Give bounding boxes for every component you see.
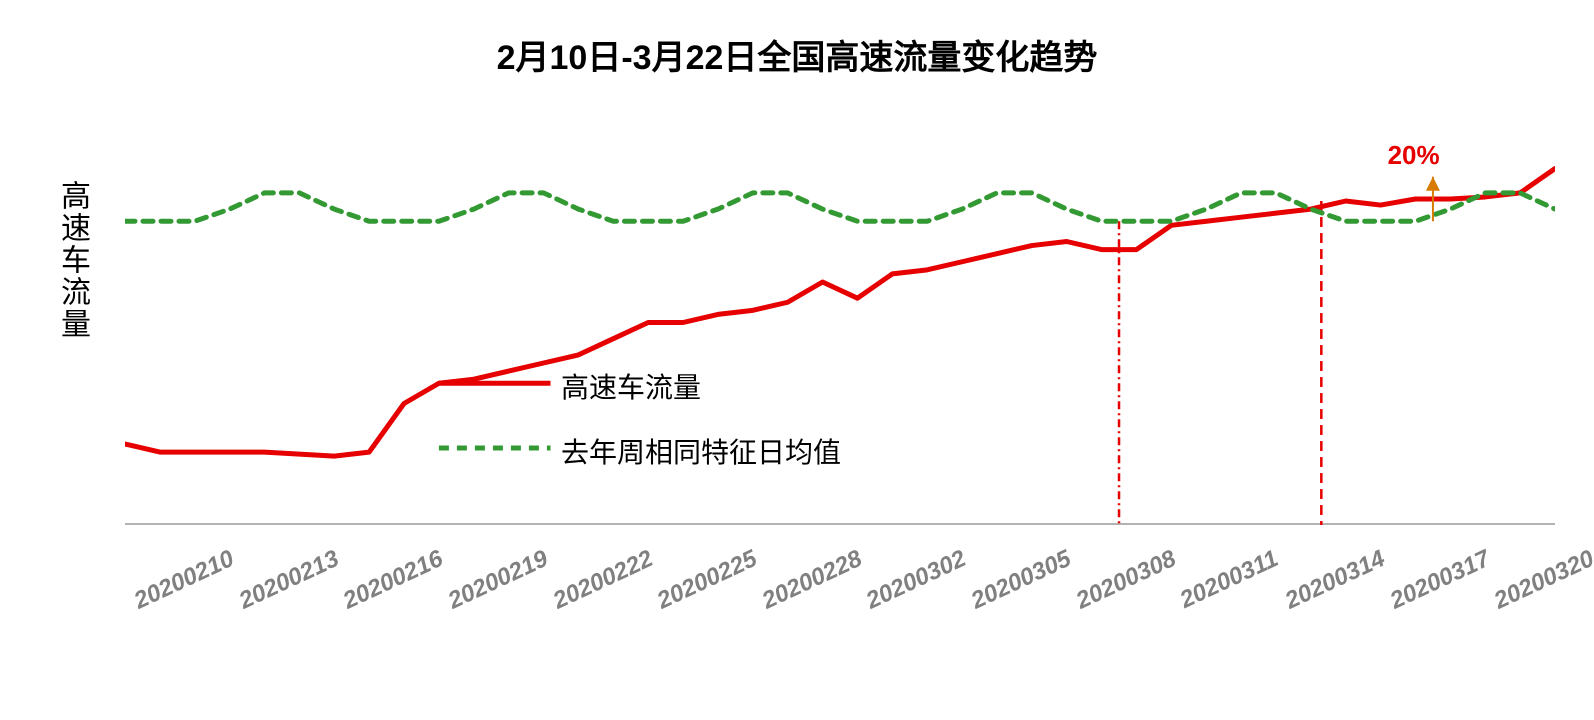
- legend-label: 去年周相同特征日均值: [561, 431, 841, 471]
- x-tick-label: 20200305: [967, 545, 1076, 616]
- x-tick-label: 20200210: [130, 545, 239, 616]
- x-tick-label: 20200317: [1386, 545, 1495, 616]
- legend-label: 高速车流量: [561, 366, 701, 406]
- x-tick-label: 20200216: [339, 545, 448, 616]
- x-tick-label: 20200314: [1281, 545, 1390, 616]
- x-tick-label: 20200302: [862, 545, 971, 616]
- x-tick-label: 20200228: [758, 545, 867, 616]
- x-tick-label: 20200320: [1490, 545, 1594, 616]
- x-tick-label: 20200213: [235, 545, 344, 616]
- x-tick-label: 20200219: [444, 545, 553, 616]
- series-last-year-avg: [125, 193, 1555, 221]
- x-tick-label: 20200311: [1176, 545, 1283, 615]
- series-traffic: [125, 152, 1555, 456]
- chart-container: 2月10日-3月22日全国高速流量变化趋势 高速车流量 20% 20200210…: [0, 0, 1594, 720]
- x-tick-label: 20200222: [549, 545, 658, 616]
- x-tick-label: 20200308: [1072, 545, 1181, 616]
- annotation-20pct: 20%: [1388, 140, 1440, 171]
- y-axis-label: 高速车流量: [50, 180, 94, 340]
- chart-title: 2月10日-3月22日全国高速流量变化趋势: [0, 30, 1594, 79]
- x-tick-label: 20200225: [653, 545, 762, 616]
